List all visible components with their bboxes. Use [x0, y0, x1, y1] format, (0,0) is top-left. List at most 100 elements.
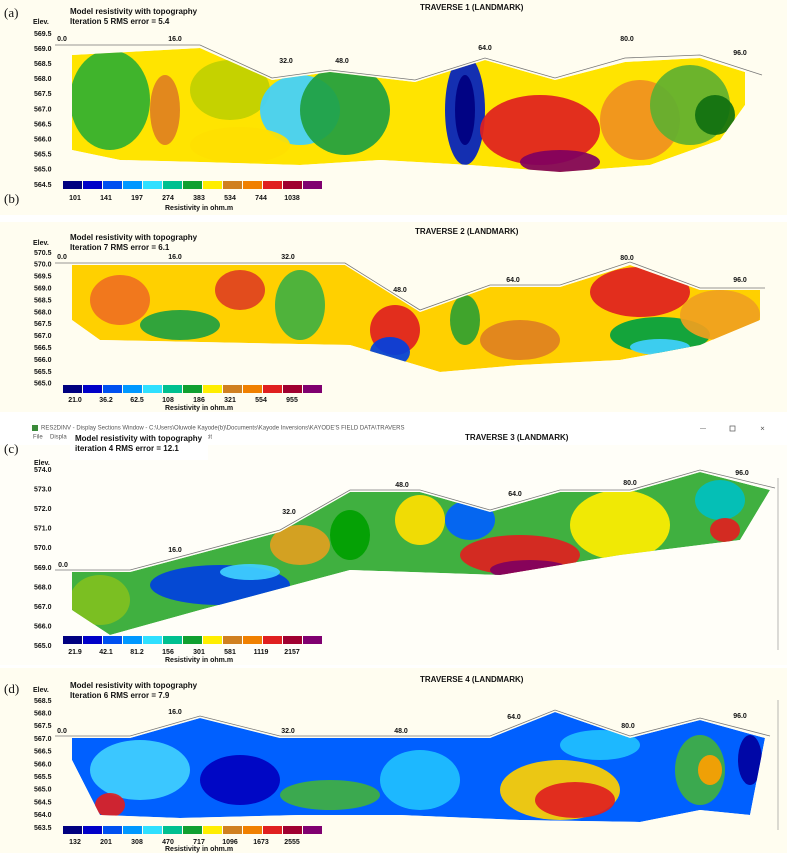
window-icon	[32, 425, 38, 431]
distance-tick: 96.0	[735, 470, 749, 477]
colorbar-swatch	[243, 636, 262, 644]
topography-line	[55, 261, 765, 311]
colorbar-swatch	[263, 181, 282, 189]
contour-blob	[270, 525, 330, 565]
distance-tick: 80.0	[623, 480, 637, 487]
panel-subtitle: Model resistivity with topography	[70, 7, 198, 16]
resistivity-section	[72, 48, 745, 172]
window-minimize[interactable]: —	[700, 427, 706, 433]
colorbar-swatch	[283, 826, 302, 834]
contour-blob	[450, 295, 480, 345]
elevation-label: Elev.	[34, 460, 50, 467]
elevation-tick: 566.0	[34, 137, 52, 144]
panel-label: (d)	[4, 681, 19, 696]
distance-tick: 0.0	[57, 728, 67, 735]
contour-blob	[698, 755, 722, 785]
colorbar-swatch	[303, 636, 322, 644]
distance-tick: 32.0	[281, 728, 295, 735]
colorbar-swatch	[83, 181, 102, 189]
contour-blob	[280, 780, 380, 810]
contour-blob	[480, 95, 600, 165]
colorbar-swatch	[143, 636, 162, 644]
colorbar-swatch	[223, 181, 242, 189]
panel-subtitle: Model resistivity with topography	[70, 233, 198, 242]
colorbar-swatch	[303, 385, 322, 393]
window-title: RES2DINV - Display Sections Window - C:\…	[41, 426, 405, 432]
distance-tick: 64.0	[506, 277, 520, 284]
colorbar-swatch	[203, 181, 222, 189]
distance-tick: 64.0	[508, 491, 522, 498]
menu-item[interactable]: Displa	[50, 435, 67, 441]
colorbar-swatch	[283, 385, 302, 393]
topography-line	[55, 44, 763, 81]
colorbar-swatch	[143, 826, 162, 834]
colorbar-label: 2157	[284, 649, 300, 656]
colorbar-label: 554	[255, 397, 267, 404]
distance-tick: 96.0	[733, 713, 747, 720]
colorbar-swatch	[223, 826, 242, 834]
elevation-tick: 564.5	[34, 182, 52, 189]
colorbar-swatch	[203, 636, 222, 644]
window-maximize[interactable]	[729, 425, 736, 432]
colorbar-swatch	[63, 636, 82, 644]
contour-blob	[275, 270, 325, 340]
colorbar-swatch	[103, 385, 122, 393]
distance-tick: 80.0	[620, 36, 634, 43]
elevation-tick: 565.0	[34, 167, 52, 174]
colorbar-swatch	[183, 385, 202, 393]
colorbar-swatch	[123, 826, 142, 834]
colorbar-swatch	[303, 826, 322, 834]
colorbar-swatch	[263, 636, 282, 644]
colorbar-swatch	[243, 385, 262, 393]
contour-blob	[220, 564, 280, 580]
contour-blob	[520, 150, 600, 172]
colorbar-label: 274	[162, 195, 174, 202]
distance-tick: 0.0	[58, 562, 68, 569]
colorbar-swatch	[103, 636, 122, 644]
distance-tick: 48.0	[395, 482, 409, 489]
distance-tick: 48.0	[394, 728, 408, 735]
panel-title: TRAVERSE 1 (LANDMARK)	[420, 3, 524, 12]
elevation-label: Elev.	[33, 687, 49, 694]
menu-item[interactable]: File	[33, 435, 43, 441]
colorbar-swatch	[163, 636, 182, 644]
elevation-tick: 573.0	[34, 486, 52, 493]
distance-tick: 0.0	[57, 254, 67, 261]
elevation-tick: 565.5	[34, 152, 52, 159]
colorbar-swatch	[103, 181, 122, 189]
contour-blob	[215, 270, 265, 310]
colorbar-label: 108	[162, 397, 174, 404]
colorbar-swatch	[183, 826, 202, 834]
contour-blob	[480, 320, 560, 360]
colorbar-label: 581	[224, 649, 236, 656]
contour-blob	[190, 60, 270, 120]
distance-tick: 16.0	[168, 709, 182, 716]
elevation-tick: 574.0	[34, 467, 52, 474]
elevation-tick: 568.5	[34, 698, 52, 705]
topography-line	[55, 709, 771, 737]
colorbar-swatch	[163, 181, 182, 189]
contour-blob	[190, 127, 290, 163]
colorbar-swatch	[183, 181, 202, 189]
elevation-tick: 568.0	[34, 76, 52, 83]
window-close[interactable]: ✕	[760, 427, 765, 433]
colorbar-swatch	[203, 826, 222, 834]
elevation-tick: 567.5	[34, 723, 52, 730]
distance-tick: 32.0	[281, 254, 295, 261]
elevation-label: Elev.	[33, 240, 49, 247]
contour-blob	[95, 793, 125, 817]
contour-blob	[695, 95, 735, 135]
colorbar-label: 470	[162, 839, 174, 846]
colorbar-swatch	[223, 385, 242, 393]
colorbar-swatch	[83, 385, 102, 393]
colorbar-label: 321	[224, 397, 236, 404]
topography-line	[55, 469, 776, 571]
elevation-tick: 572.0	[34, 506, 52, 513]
elevation-tick: 568.0	[34, 584, 52, 591]
elevation-tick: 569.0	[34, 46, 52, 53]
colorbar-label: 21.0	[68, 397, 82, 404]
colorbar-label: 1119	[254, 649, 269, 656]
contour-blob	[738, 735, 762, 785]
elevation-tick: 565.0	[34, 787, 52, 794]
distance-tick: 80.0	[621, 723, 635, 730]
